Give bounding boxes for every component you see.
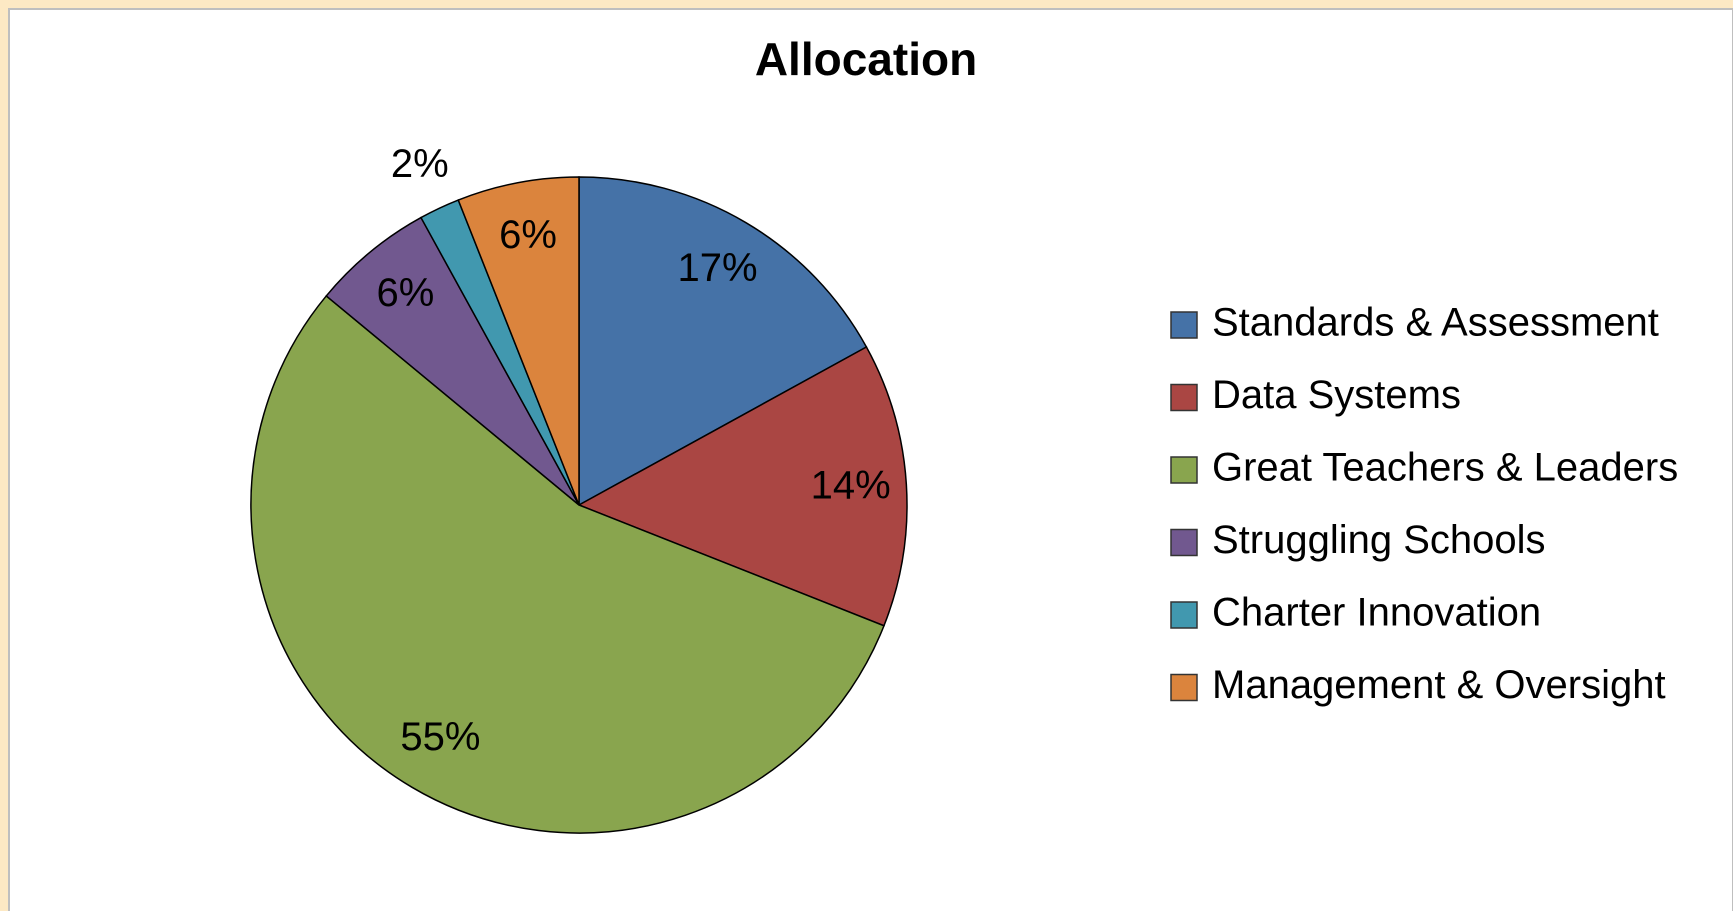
data-label: 14%: [811, 463, 891, 507]
legend-swatch: [1170, 601, 1198, 629]
data-label: 55%: [400, 715, 480, 759]
data-label: 6%: [499, 213, 557, 257]
pie-slice: [578, 176, 868, 507]
legend-label: Charter Innovation: [1212, 591, 1541, 635]
legend-label: Data Systems: [1212, 373, 1461, 417]
legend: Standards & Assessment Data Systems Great …: [1170, 301, 1678, 707]
data-label: 6%: [377, 271, 435, 315]
legend-swatch: [1170, 673, 1198, 702]
legend-swatch: [1170, 311, 1198, 339]
chart-title: Allocation: [755, 33, 977, 85]
legend-label: Struggling Schools: [1212, 518, 1546, 562]
legend-swatch: [1170, 383, 1198, 412]
legend-label: Management & Oversight: [1212, 663, 1666, 707]
pie: 17% 14% 55% 6% 2% 6%: [250, 142, 908, 834]
legend-label: Standards & Assessment: [1212, 301, 1659, 345]
pie-slice: [250, 294, 885, 834]
legend-swatch: [1170, 528, 1198, 557]
pie-slice: [577, 345, 908, 627]
legend-swatch: [1170, 456, 1198, 484]
data-label: 17%: [678, 246, 758, 290]
data-label: 2%: [391, 142, 449, 186]
pie-slice: [325, 216, 580, 506]
pie-slice: [457, 176, 580, 506]
legend-label: Great Teachers & Leaders: [1212, 446, 1678, 490]
